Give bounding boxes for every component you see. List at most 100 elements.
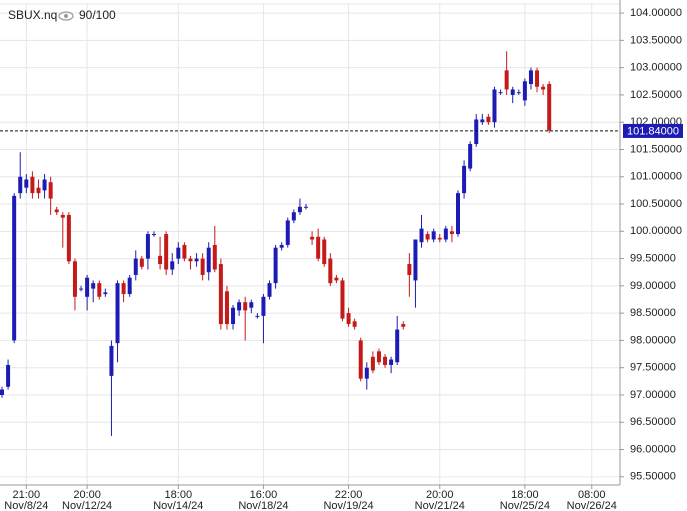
candle-body [401, 324, 406, 327]
y-tick-label: 99.50000 [630, 253, 676, 265]
candle-body [85, 277, 90, 297]
candle-body [425, 234, 430, 240]
candle-body [72, 261, 77, 297]
last-price-label: 101.84000 [627, 125, 679, 137]
candle-body [109, 345, 114, 376]
y-tick-label: 97.00000 [630, 389, 676, 401]
x-tick-label: 16:00 [250, 489, 278, 501]
y-tick-label: 101.50000 [630, 143, 682, 155]
candle-body [145, 234, 150, 259]
candle-body [437, 237, 442, 240]
candle-body [304, 206, 308, 208]
x-tick-label: 18:00 [511, 489, 539, 501]
candle-body [413, 239, 418, 281]
candle-body [237, 302, 242, 311]
candle-body [243, 302, 248, 311]
candle-body [358, 340, 363, 379]
candle-body [133, 258, 138, 275]
candle-body [121, 283, 126, 295]
y-tick-label: 95.50000 [630, 471, 676, 483]
candle-body [176, 247, 181, 259]
candle-body [200, 258, 205, 275]
candle-body [24, 179, 29, 188]
candle-body [249, 302, 254, 308]
candle-body [218, 264, 223, 325]
y-tick-label: 96.00000 [630, 443, 676, 455]
plot-area [0, 0, 620, 485]
candle-body [370, 356, 375, 371]
x-tick-label: 20:00 [73, 489, 101, 501]
candle-body [152, 234, 156, 236]
x-tick-label: Nov/14/24 [153, 500, 203, 511]
candle-body [297, 206, 302, 213]
candle-body [158, 255, 163, 265]
candle-body [18, 176, 23, 194]
y-tick-label: 100.00000 [630, 225, 682, 237]
candle-body [328, 258, 333, 284]
candles [0, 51, 552, 436]
y-tick-label: 101.00000 [630, 171, 682, 183]
y-tick-label: 96.50000 [630, 416, 676, 428]
candle-body [449, 231, 454, 235]
candle-body [285, 220, 290, 245]
eye-icon[interactable] [58, 11, 74, 21]
candle-body [60, 214, 65, 218]
x-tick-label: 08:00 [578, 489, 606, 501]
candle-body [456, 193, 460, 235]
y-tick-label: 103.50000 [630, 34, 682, 46]
candle-body [352, 321, 357, 327]
candle-body [170, 261, 175, 270]
y-tick-label: 104.00000 [630, 7, 682, 19]
candle-body [468, 144, 473, 169]
y-tick-label: 100.50000 [630, 198, 682, 210]
candle-body [194, 258, 199, 262]
x-tick-label: 20:00 [426, 489, 454, 501]
candle-body [6, 364, 11, 387]
candle-body [322, 239, 327, 265]
x-tick-label: Nov/12/24 [62, 500, 112, 511]
y-tick-label: 102.50000 [630, 89, 682, 101]
x-tick-label: Nov/8/24 [4, 500, 48, 511]
candle-body [334, 277, 339, 281]
x-tick-label: 22:00 [335, 489, 363, 501]
y-tick-label: 97.50000 [630, 362, 676, 374]
candle-body [97, 283, 102, 297]
annotations: 101.84000 [0, 123, 683, 138]
grid: 95.50000 96.00000 96.50000 97.00000 97.50000… [0, 4, 682, 511]
candle-body [188, 258, 193, 262]
candle-body [36, 187, 41, 194]
candle-body [480, 119, 485, 123]
candle-body [443, 228, 448, 240]
y-tick-label: 99.00000 [630, 280, 676, 292]
candle-body [535, 70, 540, 87]
candle-body [389, 359, 394, 365]
candle-body [340, 280, 345, 319]
candle-body [528, 70, 533, 85]
candle-body [66, 214, 71, 262]
candle-body [395, 329, 400, 363]
x-tick-label: Nov/25/24 [500, 500, 550, 511]
candle-body [419, 228, 424, 243]
candle-body [474, 119, 479, 145]
candle-body [231, 307, 236, 325]
candle-body [206, 247, 211, 273]
x-tick-label: Nov/21/24 [415, 500, 465, 511]
candle-body [164, 234, 169, 270]
candle-body [91, 283, 96, 289]
legend-header: SBUX.nq 90/100 [8, 8, 116, 22]
candle-body [12, 195, 17, 341]
x-tick-label: Nov/18/24 [238, 500, 288, 511]
x-tick-label: Nov/26/24 [567, 500, 617, 511]
candle-body [54, 209, 59, 213]
candle-body [498, 92, 503, 94]
candle-body [516, 92, 521, 94]
candle-body [376, 351, 381, 363]
x-tick-label: 18:00 [165, 489, 193, 501]
candle-body [127, 277, 132, 295]
candle-body [261, 296, 266, 316]
candle-body [346, 313, 351, 325]
candle-body [462, 165, 467, 194]
candle-body [139, 258, 144, 267]
candle-body [492, 89, 497, 123]
